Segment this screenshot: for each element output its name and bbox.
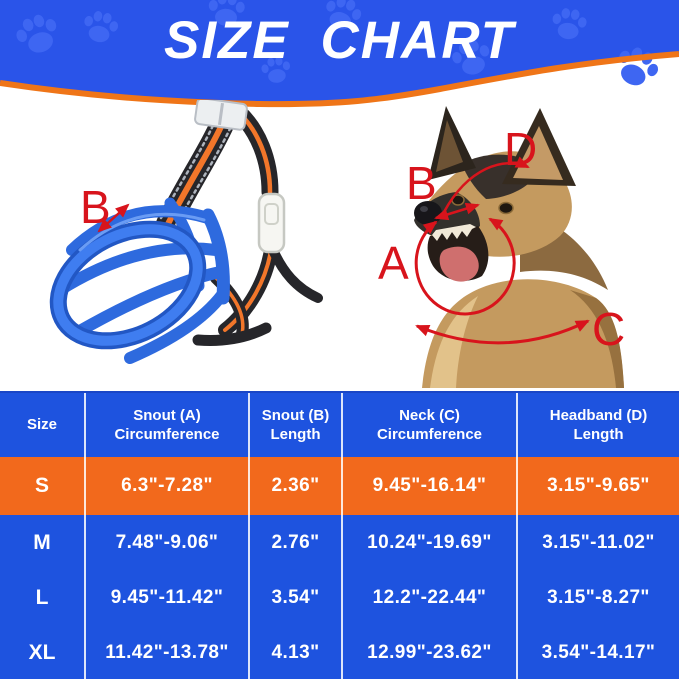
page-title: SIZE CHART xyxy=(163,11,516,70)
muzzle-buckle xyxy=(194,100,248,131)
value-cell: 3.15"-11.02" xyxy=(542,531,655,553)
label-a-dog: A xyxy=(378,237,409,289)
dog-photo xyxy=(414,106,624,388)
value-cell: 9.45"-11.42" xyxy=(86,570,250,625)
header-line: Length xyxy=(270,426,321,443)
value-cell: 4.13" xyxy=(250,625,343,679)
size-cell: M xyxy=(0,515,86,570)
measurement-circle-a xyxy=(414,217,516,316)
orange-wave-divider xyxy=(0,51,679,108)
measurement-arrow-b xyxy=(434,202,480,221)
muzzle-basket xyxy=(49,197,230,364)
header-line: Size xyxy=(26,416,57,434)
measurement-arrow-d xyxy=(442,156,530,213)
label-b-muzzle: B xyxy=(80,181,111,233)
measurement-arrow-c xyxy=(415,319,590,345)
header-cell-snout-circumference: Snout (A) Circumference xyxy=(86,393,250,457)
header-cell-size: Size xyxy=(0,393,86,457)
value-cell: 3.15"-8.27" xyxy=(547,586,650,608)
measurement-arrow-b-muzzle xyxy=(97,203,130,233)
value-cell: 11.42"-13.78" xyxy=(86,625,250,679)
size-cell: L xyxy=(0,570,86,625)
size-table: Size Snout (A) Circumference Snout (B) L… xyxy=(0,391,679,679)
header-line: Snout (B) xyxy=(261,406,330,424)
label-d-dog: D xyxy=(504,123,538,175)
value-cell: 10.24"-19.69" xyxy=(343,515,518,570)
value-cell: 9.45"-16.14" xyxy=(343,457,518,515)
header-line: Headband (D) xyxy=(549,406,648,424)
dog-tongue xyxy=(439,246,479,282)
header-line: Snout (A) xyxy=(133,406,201,424)
value-cell: 3.54"-14.17" xyxy=(541,642,656,663)
value-cell: 12.99"-23.62" xyxy=(343,625,518,679)
header-line: Neck (C) xyxy=(399,406,460,424)
value-cell: 3.54" xyxy=(250,570,343,625)
header-line: Circumference xyxy=(114,426,220,443)
value-cell: 7.48"-9.06" xyxy=(86,515,250,570)
muzzle-photo xyxy=(49,100,323,364)
hero-band xyxy=(0,0,679,108)
muzzle-clasp xyxy=(257,192,286,254)
header-cell-snout-length: Snout (B) Length xyxy=(250,393,343,457)
header-line: Length xyxy=(573,426,624,443)
size-cell: XL xyxy=(0,625,86,679)
label-b-dog: B xyxy=(406,157,437,209)
hero-blue-wave xyxy=(0,0,679,105)
label-c-dog: C xyxy=(592,303,626,355)
value-cell: 6.3"-7.28" xyxy=(86,457,250,515)
value-cell: 12.2"-22.44" xyxy=(343,570,518,625)
value-cell: 2.36" xyxy=(250,457,343,515)
header-cell-headband-length: Headband (D) Length xyxy=(518,393,679,457)
size-cell: S xyxy=(0,457,86,515)
dog-eye xyxy=(498,201,514,215)
measurement-annotations xyxy=(414,156,590,345)
value-cell: 2.76" xyxy=(250,515,343,570)
value-cell: 3.15"-9.65" xyxy=(518,457,679,515)
header-cell-neck-circumference: Neck (C) Circumference xyxy=(343,393,518,457)
header-line: Circumference xyxy=(376,426,483,443)
